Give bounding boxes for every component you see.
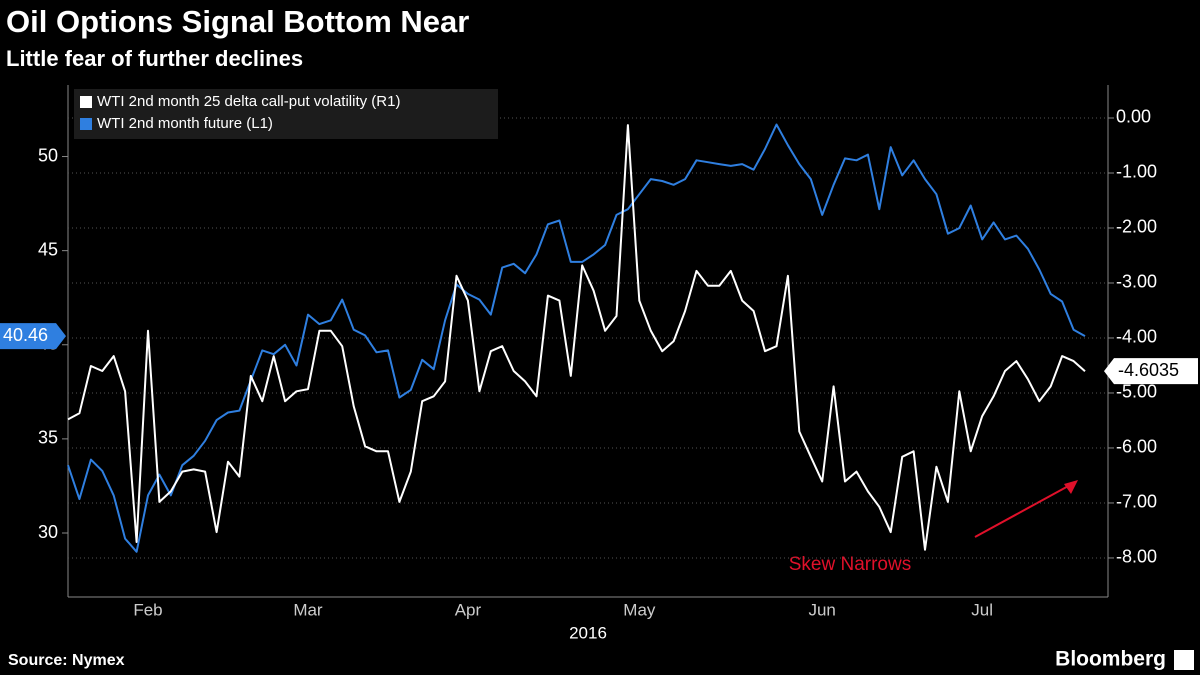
brand: Bloomberg xyxy=(1055,648,1166,671)
legend-swatch xyxy=(80,96,92,108)
last-value-tag xyxy=(1104,358,1198,385)
x-tick-label: Mar xyxy=(293,600,323,619)
annotation: Skew Narrows xyxy=(789,554,911,575)
y-tick-label: 50 xyxy=(38,145,58,165)
chart-subtitle: Little fear of further declines xyxy=(6,46,303,71)
last-value-tag xyxy=(0,323,66,350)
annotation-arrow xyxy=(974,483,1073,538)
brand-logo xyxy=(1174,650,1194,670)
y2-tick-label: -8.00 xyxy=(1116,547,1157,567)
y2-tick-label: -2.00 xyxy=(1116,217,1157,237)
x-tick-label: Feb xyxy=(133,600,162,619)
y2-tick-label: -1.00 xyxy=(1116,162,1157,182)
last-value-label: -4.6035 xyxy=(1118,360,1179,380)
legend-swatch xyxy=(80,118,92,130)
y2-tick-label: -5.00 xyxy=(1116,382,1157,402)
legend-box xyxy=(74,89,498,139)
x-tick-label: May xyxy=(623,600,656,619)
y2-tick-label: -6.00 xyxy=(1116,437,1157,457)
last-value-label: 40.46 xyxy=(3,325,48,345)
legend-label: WTI 2nd month 25 delta call-put volatili… xyxy=(97,93,400,110)
y-tick-label: 45 xyxy=(38,239,58,259)
arrow-head xyxy=(1064,480,1078,494)
y2-tick-label: -7.00 xyxy=(1116,492,1157,512)
chart-title: Oil Options Signal Bottom Near xyxy=(6,4,469,39)
y2-tick-label: -3.00 xyxy=(1116,272,1157,292)
y2-tick-label: 0.00 xyxy=(1116,107,1151,127)
x-tick-label: Jun xyxy=(808,600,835,619)
series-line xyxy=(67,123,1086,553)
legend-label: WTI 2nd month future (L1) xyxy=(97,115,273,132)
y-tick-label: 35 xyxy=(38,428,58,448)
legend: WTI 2nd month 25 delta call-put volatili… xyxy=(74,89,498,139)
y2-tick-label: -4.00 xyxy=(1116,327,1157,347)
x-tick-label: Jul xyxy=(971,600,993,619)
x-axis-label: 2016 xyxy=(569,623,607,642)
x-tick-label: Apr xyxy=(455,600,482,619)
series-line xyxy=(67,124,1086,551)
y-tick-label: 30 xyxy=(38,522,58,542)
source: Source: Nymex xyxy=(8,652,125,669)
